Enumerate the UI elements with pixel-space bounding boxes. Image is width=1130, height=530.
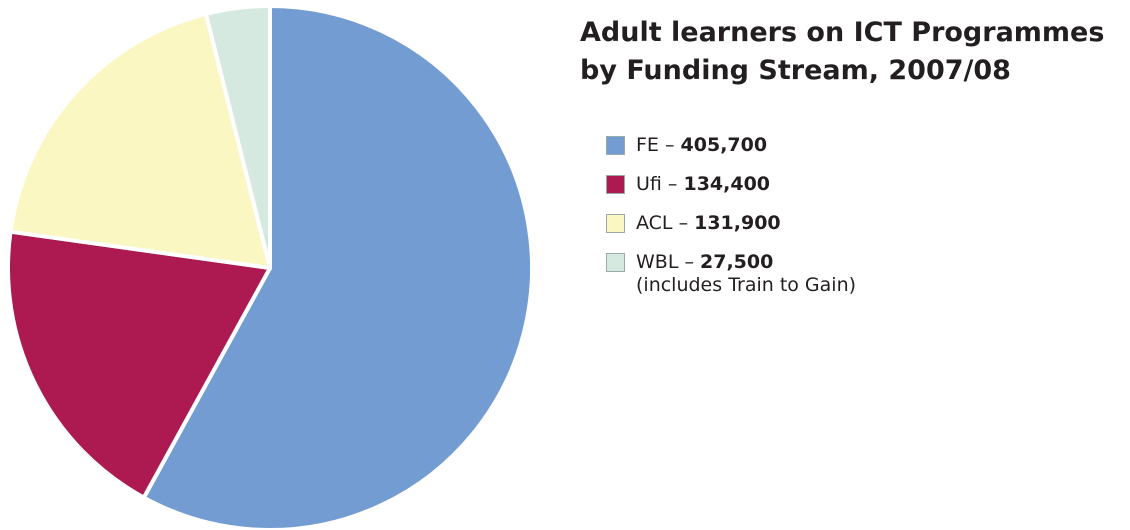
legend-note: (includes Train to Gain)	[636, 274, 857, 296]
legend-swatch	[606, 253, 625, 272]
legend-swatch	[606, 214, 625, 233]
legend-value: 405,700	[680, 134, 768, 156]
pie-slice	[6, 229, 272, 500]
legend-text: Ufi – 134,400	[636, 173, 770, 195]
legend-value: 27,500	[700, 251, 774, 273]
legend-label: ACL	[636, 212, 673, 234]
legend-item: WBL – 27,500	[606, 251, 856, 290]
legend-item: FE – 405,700	[606, 134, 856, 173]
legend-text: ACL – 131,900	[636, 212, 781, 234]
legend-separator: –	[678, 212, 689, 234]
legend-value: 131,900	[694, 212, 781, 234]
legend-label: Ufi	[636, 173, 662, 195]
legend-swatch	[606, 136, 625, 155]
pie-chart	[6, 4, 534, 530]
legend-text: WBL – 27,500	[636, 251, 773, 273]
legend-separator: –	[664, 134, 675, 156]
legend-text: FE – 405,700	[636, 134, 767, 156]
legend-separator: –	[684, 251, 694, 273]
pie-slice	[8, 11, 272, 270]
legend-item: Ufi – 134,400	[606, 173, 856, 212]
pie-slice	[203, 4, 272, 270]
chart-title: Adult learners on ICT Programmes by Fund…	[580, 17, 1105, 86]
legend-swatch	[606, 175, 625, 194]
legend-item: ACL – 131,900	[606, 212, 856, 251]
legend-label: FE	[636, 134, 659, 156]
legend: FE – 405,700 Ufi – 134,400 ACL – 131,900 WB…	[606, 134, 856, 296]
legend-label: WBL	[636, 251, 679, 273]
legend-value: 134,400	[683, 173, 771, 195]
legend-separator: –	[667, 173, 678, 195]
